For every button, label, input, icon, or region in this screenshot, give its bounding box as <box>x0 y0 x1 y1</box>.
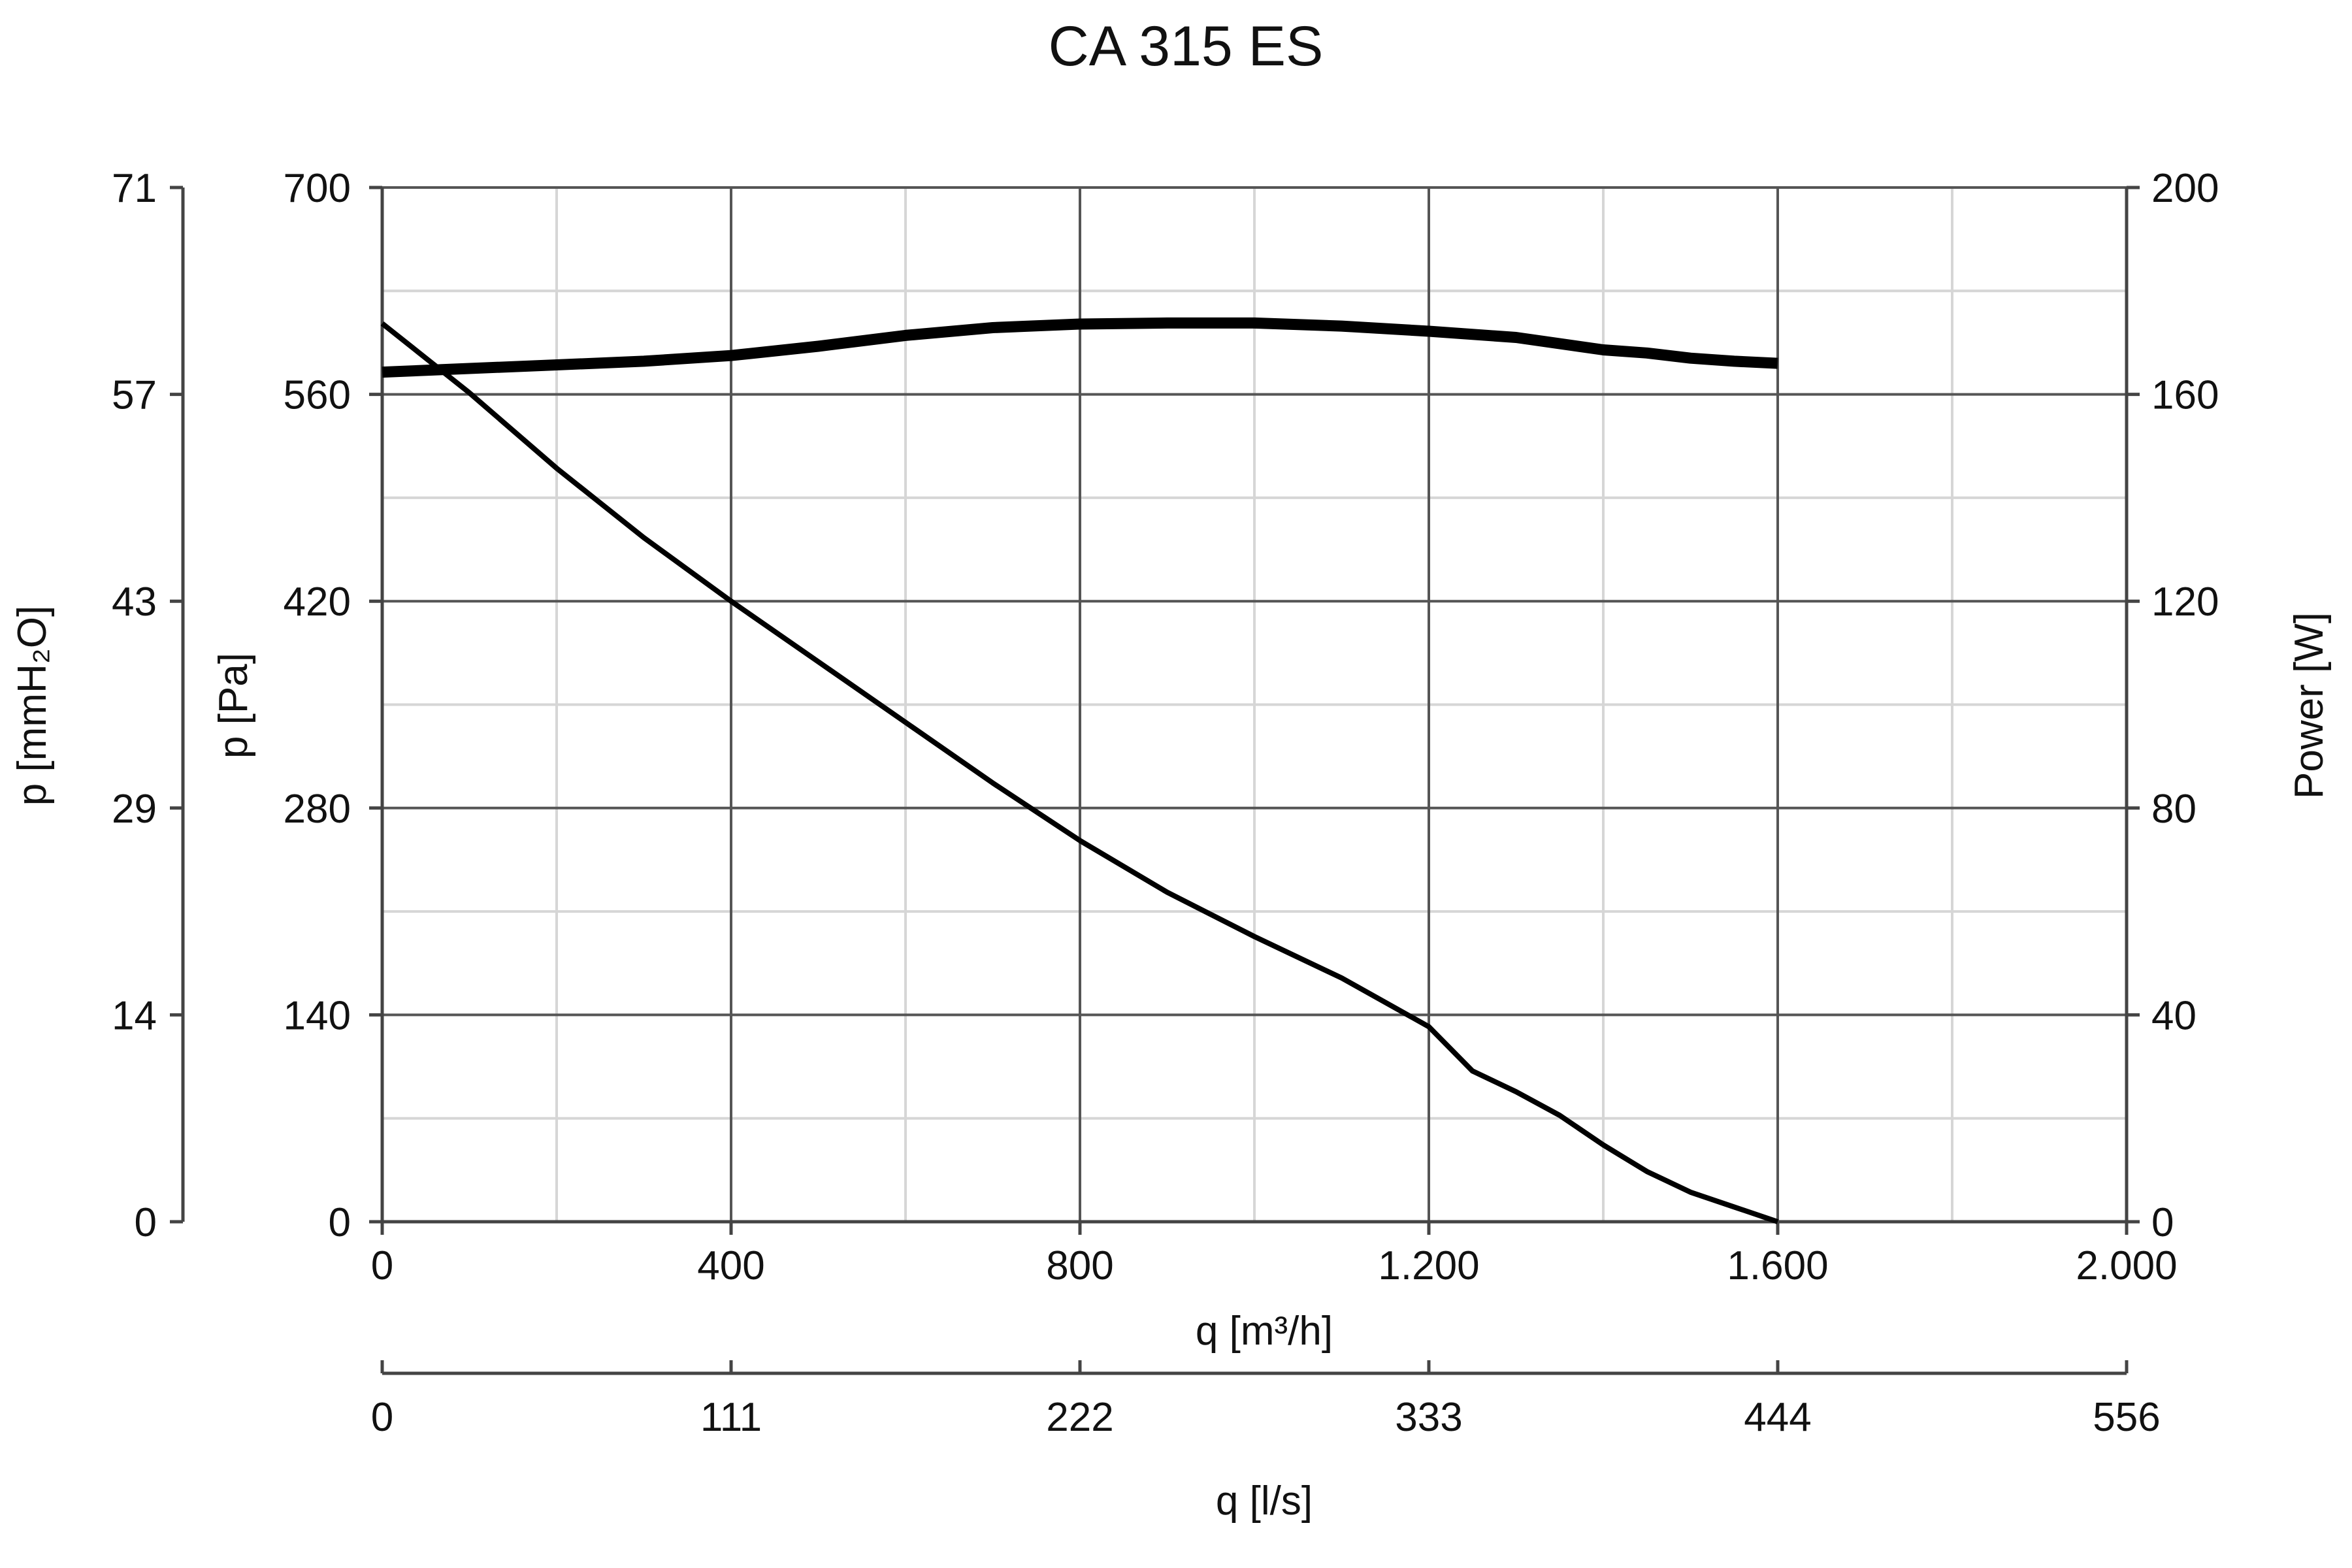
x-tick-label-primary: 400 <box>697 1243 764 1288</box>
y-tick-label-left-inner: 140 <box>284 993 351 1038</box>
x-tick-label-primary: 800 <box>1046 1243 1113 1288</box>
y-tick-label-left-inner: 0 <box>329 1200 351 1245</box>
y-tick-label-left-outer: 71 <box>112 166 157 211</box>
x-tick-label-primary: 0 <box>371 1243 393 1288</box>
y-tick-label-left-outer: 0 <box>135 1200 157 1245</box>
x-tick-label-secondary: 444 <box>1744 1395 1811 1440</box>
y-axis-label-right: Power [W] <box>2287 612 2332 799</box>
chart-title: CA 315 ES <box>1049 15 1324 78</box>
y-tick-label-left-inner: 280 <box>284 787 351 832</box>
y-tick-label-left-outer: 29 <box>112 787 157 832</box>
x-tick-label-secondary: 222 <box>1046 1395 1113 1440</box>
y-tick-label-right: 0 <box>2151 1200 2174 1245</box>
x-axis-label-secondary: q [l/s] <box>1216 1478 1313 1524</box>
y-axis-label-left-inner: p [Pa] <box>211 653 256 759</box>
x-tick-label-primary: 2.000 <box>2076 1243 2177 1288</box>
y-tick-label-left-inner: 420 <box>284 580 351 625</box>
y-tick-label-left-outer: 43 <box>112 580 157 625</box>
y-axis-label-left-outer: p [mmH₂O] <box>10 606 55 806</box>
axes <box>170 186 2140 1375</box>
y-tick-label-right: 80 <box>2151 787 2197 832</box>
y-tick-label-left-inner: 560 <box>284 373 351 418</box>
series-line-pressure <box>380 321 1779 1224</box>
y-tick-label-left-outer: 14 <box>112 993 157 1038</box>
series-group <box>380 317 1779 1224</box>
y-tick-label-left-outer: 57 <box>112 373 157 418</box>
y-tick-label-right: 160 <box>2151 373 2219 418</box>
grid <box>381 186 2128 1223</box>
x-tick-label-secondary: 333 <box>1395 1395 1462 1440</box>
y-tick-label-right: 200 <box>2151 166 2219 211</box>
x-tick-label-primary: 1.200 <box>1378 1243 1479 1288</box>
x-tick-label-secondary: 556 <box>2093 1395 2160 1440</box>
x-tick-label-secondary: 0 <box>371 1395 393 1440</box>
x-tick-label-primary: 1.600 <box>1727 1243 1828 1288</box>
y-tick-label-right: 40 <box>2151 993 2197 1038</box>
x-axis-label-primary: q [m³/h] <box>1196 1309 1333 1354</box>
y-tick-label-right: 120 <box>2151 580 2219 625</box>
x-tick-label-secondary: 111 <box>700 1395 762 1440</box>
series-line-power <box>382 317 1778 378</box>
y-tick-label-left-inner: 700 <box>284 166 351 211</box>
